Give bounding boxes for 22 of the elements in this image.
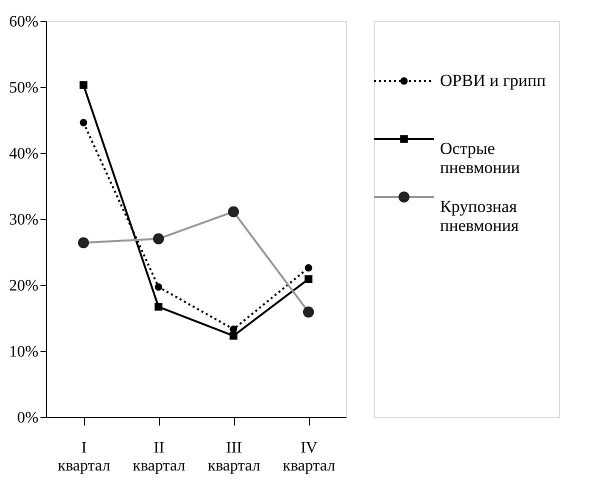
y-tick-label: 30%: [9, 212, 38, 228]
point: [304, 264, 312, 272]
point: [80, 118, 88, 126]
x-tick-label: III квартал: [208, 440, 260, 474]
point: [230, 326, 238, 333]
legend-label: Острые пневмонии: [440, 139, 520, 177]
legend-label: Крупозная пневмония: [440, 197, 519, 235]
point: [154, 283, 162, 291]
point: [154, 302, 162, 311]
y-tick-label: 40%: [9, 146, 38, 162]
legend-label: ОРВИ и грипп: [440, 71, 546, 90]
y-tick-label: 50%: [9, 80, 38, 96]
x-tick-label: I квартал: [58, 440, 110, 474]
point: [304, 275, 312, 283]
x-tick-label: IV квартал: [282, 440, 336, 474]
y-tick-label: 60%: [9, 14, 38, 30]
point: [80, 81, 88, 89]
y-tick-label: 20%: [9, 278, 38, 294]
y-tick-label: 10%: [9, 344, 38, 360]
y-tick-label: 0%: [17, 410, 38, 426]
point: [230, 332, 238, 340]
x-tick-label: II квартал: [132, 440, 186, 474]
